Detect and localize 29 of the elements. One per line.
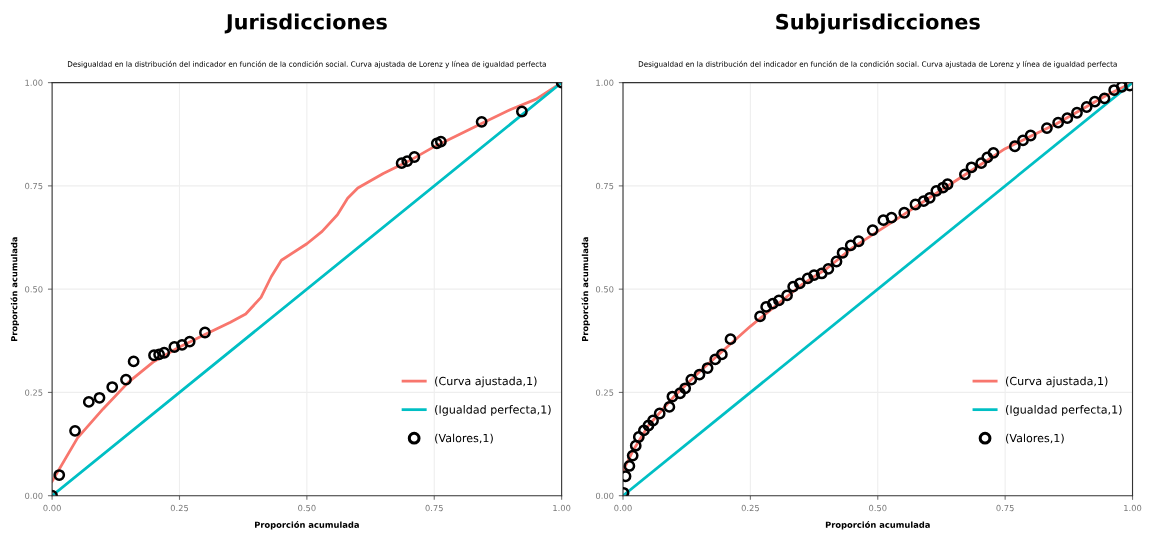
y-tick-label: 0.50 bbox=[25, 286, 43, 293]
x-tick-label: 0.00 bbox=[43, 504, 61, 512]
legend-label: (Igualdad perfecta,1) bbox=[435, 405, 551, 416]
y-tick-label: 0.50 bbox=[595, 286, 614, 293]
legend-label: (Curva ajustada,1) bbox=[435, 376, 537, 388]
y-tick-label: 0.00 bbox=[595, 492, 614, 499]
x-tick-label: 0.25 bbox=[170, 504, 189, 512]
y-axis-title: Proporción acumulada bbox=[581, 237, 590, 342]
y-tick-label: 1.00 bbox=[596, 79, 614, 86]
chart-title: Subjurisdicciones bbox=[776, 13, 980, 34]
x-axis-title: Proporción acumulada bbox=[255, 521, 359, 530]
y-tick-label: 0.00 bbox=[25, 492, 43, 499]
x-tick-label: 1.00 bbox=[553, 504, 571, 512]
y-tick-label: 0.75 bbox=[595, 182, 614, 190]
y-tick-label: 1.00 bbox=[25, 79, 43, 86]
x-tick-label: 0.25 bbox=[741, 504, 759, 512]
y-axis-title: Proporción acumulada bbox=[10, 237, 19, 342]
legend-label: (Valores,1) bbox=[435, 433, 493, 444]
x-tick-label: 0.75 bbox=[425, 504, 443, 512]
x-tick-label: 0.50 bbox=[869, 504, 887, 512]
x-tick-label: 0.00 bbox=[614, 504, 632, 512]
y-tick-label: 0.25 bbox=[25, 389, 43, 396]
x-tick-label: 0.50 bbox=[298, 504, 316, 512]
y-tick-label: 0.25 bbox=[595, 389, 614, 396]
x-tick-label: 1.00 bbox=[1124, 504, 1142, 512]
chart-title: Jurisdicciones bbox=[224, 13, 387, 34]
x-axis-title: Proporción acumulada bbox=[825, 521, 930, 530]
y-tick-label: 0.75 bbox=[25, 182, 43, 190]
x-tick-label: 0.75 bbox=[996, 504, 1014, 512]
